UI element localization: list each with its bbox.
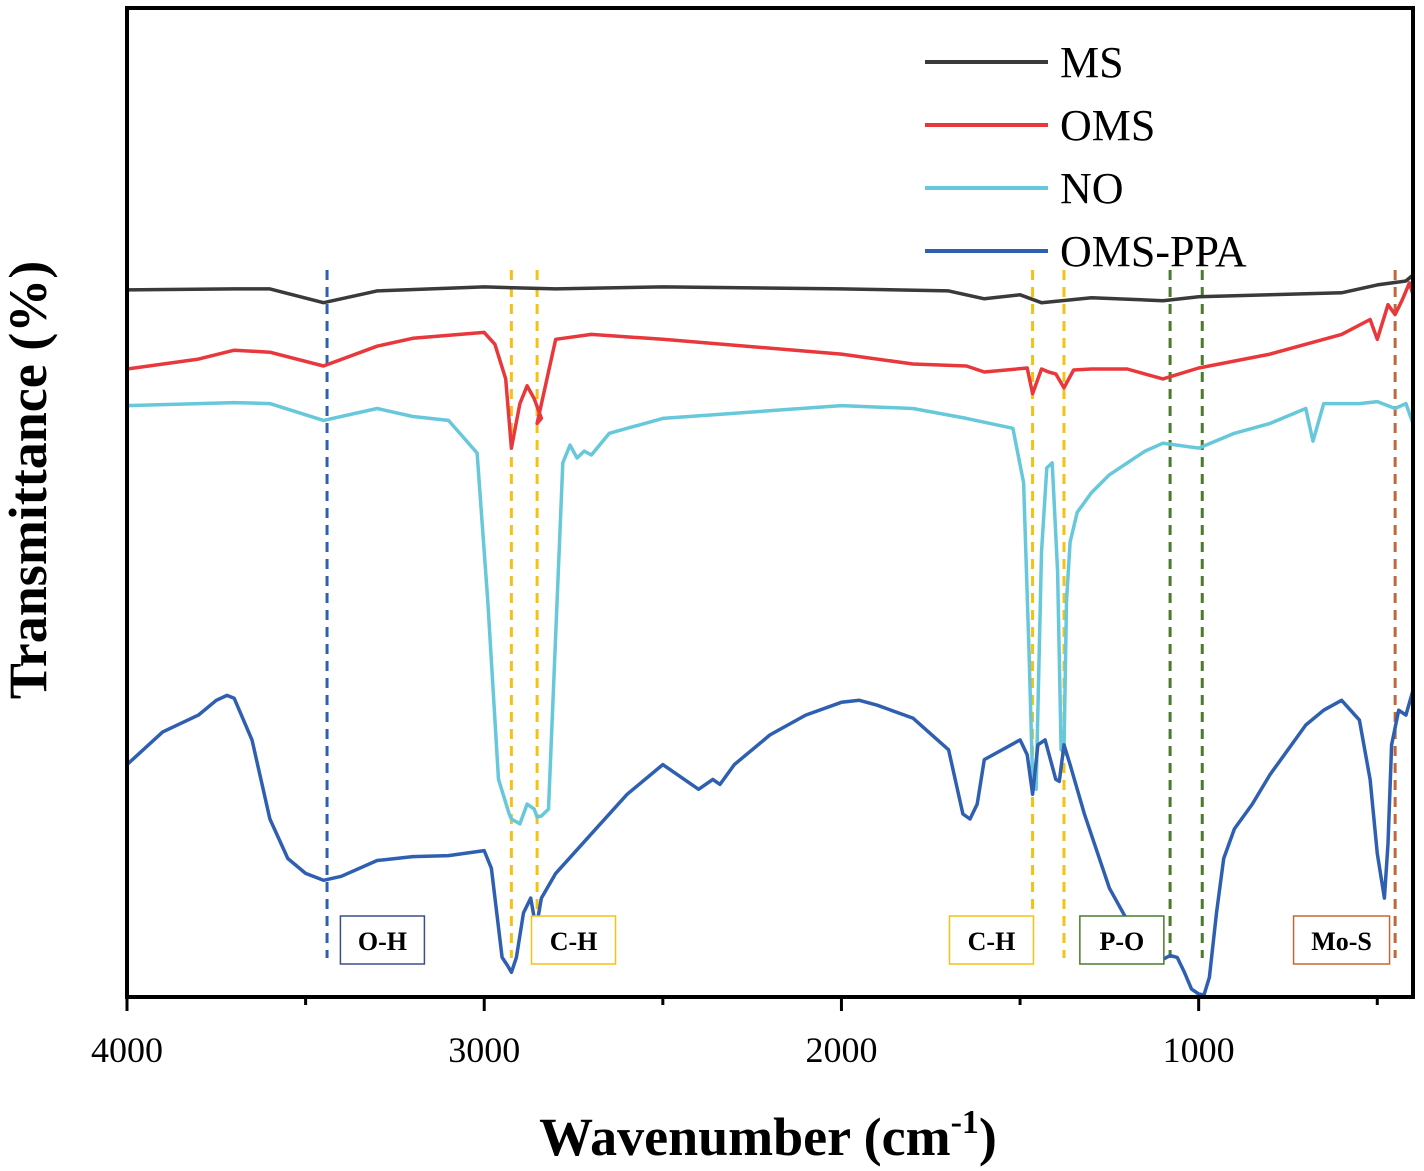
band-lines-group — [325, 270, 1397, 958]
band-label-box — [1079, 915, 1165, 965]
band-labels-group: O-H C-H C-H P-O Mo-S — [339, 915, 1391, 965]
series-line-ms — [125, 273, 1415, 305]
legend-label: OMS — [1060, 101, 1155, 150]
series-group — [125, 273, 1415, 997]
x-tick-label: 4000 — [91, 1030, 163, 1070]
y-axis-title: Transmittance (%) — [0, 261, 58, 699]
band-label-o-h-0: O-H — [339, 915, 426, 965]
band-label-text: O-H — [358, 927, 407, 956]
band-label-c-h-1: C-H — [530, 915, 617, 965]
legend-entry-oms-ppa: OMS-PPA — [925, 227, 1247, 276]
band-label-text: C-H — [550, 927, 598, 956]
x-tick-label: 1000 — [1163, 1030, 1235, 1070]
band-label-c-h-2: C-H — [948, 915, 1035, 965]
legend: MS OMS NO OMS-PPA — [925, 38, 1247, 276]
x-axis: 4000 3000 2000 1000 — [91, 997, 1379, 1070]
x-axis-title-sup: -1 — [951, 1104, 979, 1141]
legend-entry-ms: MS — [925, 38, 1124, 87]
band-label-box — [1292, 915, 1391, 965]
band-label-box — [339, 915, 426, 965]
legend-entry-oms: OMS — [925, 101, 1155, 150]
band-label-p-o-3: P-O — [1079, 915, 1165, 965]
legend-label: OMS-PPA — [1060, 227, 1247, 276]
series-line-oms-ppa — [125, 688, 1415, 997]
x-tick-label: 3000 — [448, 1030, 520, 1070]
x-axis-title-main: Wavenumber (cm — [539, 1107, 950, 1167]
x-axis-title-suffix: ) — [979, 1107, 997, 1167]
series-line-no — [125, 399, 1415, 826]
band-label-text: Mo-S — [1311, 927, 1372, 956]
band-label-text: P-O — [1099, 927, 1144, 956]
plot-frame — [125, 6, 1415, 999]
band-label-mo-s-4: Mo-S — [1292, 915, 1391, 965]
band-label-box — [948, 915, 1035, 965]
legend-label: NO — [1060, 164, 1124, 213]
band-label-text: C-H — [968, 927, 1016, 956]
x-tick-label: 2000 — [805, 1030, 877, 1070]
x-axis-title: Wavenumber (cm-1) — [539, 1104, 997, 1167]
series-line-oms — [125, 281, 1415, 450]
legend-label: MS — [1060, 38, 1124, 87]
band-label-box — [530, 915, 617, 965]
legend-entry-no: NO — [925, 164, 1124, 213]
